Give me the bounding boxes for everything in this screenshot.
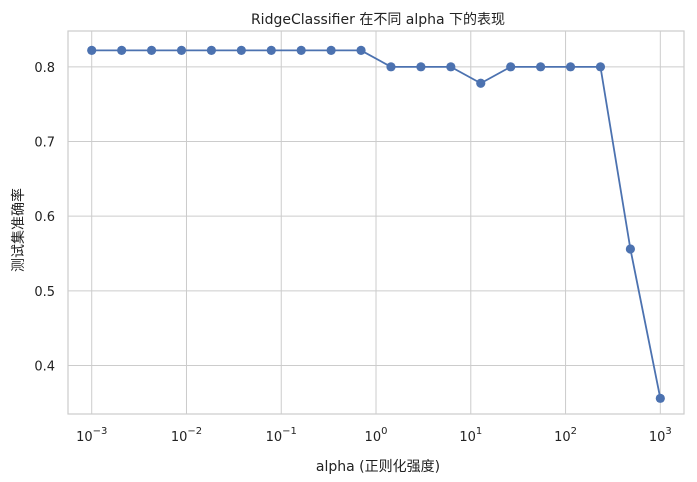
data-point: [625, 244, 635, 254]
data-point: [446, 62, 456, 72]
data-point: [266, 45, 276, 56]
series-group: [87, 45, 665, 403]
x-tick-label: 10−1: [266, 426, 297, 445]
data-point: [146, 45, 157, 56]
grid: [68, 31, 684, 414]
data-point: [536, 62, 546, 72]
data-point: [386, 62, 396, 72]
x-tick-label: 100: [365, 426, 388, 445]
data-point: [595, 62, 606, 72]
y-axis-label: 测试集准确率: [10, 188, 27, 272]
x-tick-label: 102: [554, 426, 577, 445]
y-tick-label: 0.7: [34, 135, 55, 150]
y-tick-label: 0.5: [34, 285, 55, 300]
data-point: [416, 62, 426, 72]
y-tick-label: 0.8: [34, 61, 55, 76]
x-tick-label: 10−2: [171, 426, 202, 445]
data-point: [206, 45, 217, 56]
series-line: [91, 49, 662, 399]
x-tick-label: 101: [459, 426, 482, 445]
data-point: [87, 45, 97, 56]
data-point: [655, 393, 665, 403]
x-tick-labels: 10−3 10−2 10−1 100 101 102 103: [76, 426, 672, 445]
x-tick-label: 103: [649, 426, 672, 445]
data-point: [236, 45, 246, 56]
data-point: [506, 62, 516, 72]
data-point: [476, 78, 486, 88]
data-point: [117, 45, 127, 56]
y-tick-labels: 0.4 0.5 0.6 0.7 0.8: [34, 61, 55, 375]
y-tick-label: 0.6: [34, 210, 55, 225]
x-axis-label: alpha (正则化强度): [316, 459, 440, 475]
x-tick-label: 10−3: [76, 426, 107, 445]
plot-frame: [67, 30, 685, 415]
data-point: [356, 45, 366, 56]
data-point: [296, 45, 306, 56]
chart-title: RidgeClassifier 在不同 alpha 下的表现: [251, 12, 505, 28]
data-point: [326, 45, 336, 56]
data-point: [565, 62, 576, 72]
data-point: [176, 45, 187, 56]
y-tick-label: 0.4: [34, 359, 55, 374]
